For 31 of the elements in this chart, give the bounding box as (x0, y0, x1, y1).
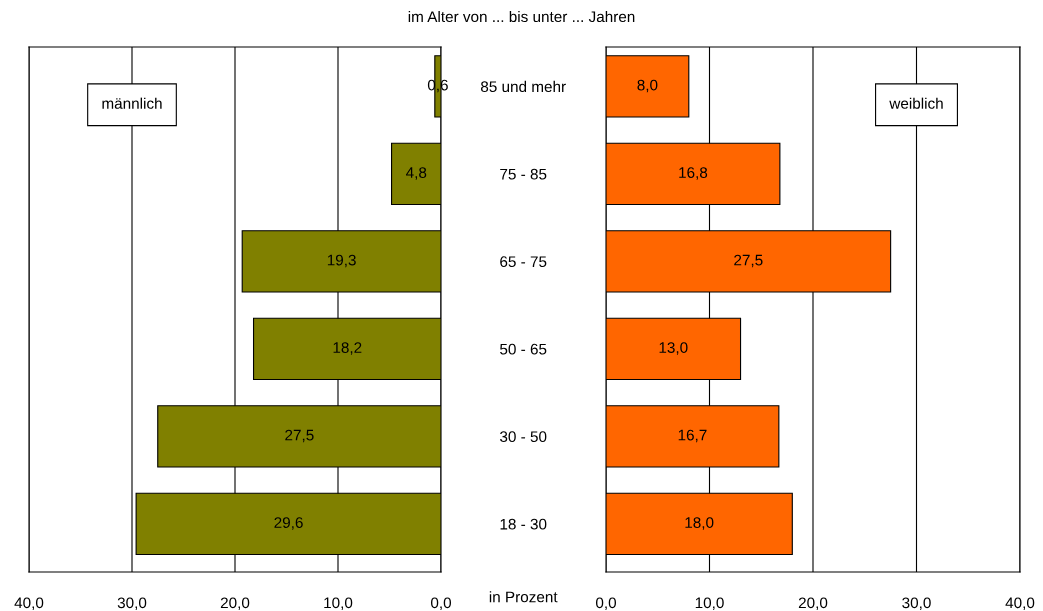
y-tick-label: 65 - 75 (500, 256, 547, 268)
data-label: 16,7 (678, 429, 707, 443)
x-tick-label: 40,0 (14, 597, 44, 611)
data-label: 27,5 (285, 429, 314, 443)
x-tick-label: 40,0 (1005, 597, 1035, 611)
x-tick-label: 30,0 (902, 597, 931, 611)
y-tick-label: 75 - 85 (500, 168, 547, 180)
annotation: weiblich (889, 97, 943, 109)
x-tick-label: 10,0 (324, 597, 353, 611)
x-tick-label: 10,0 (695, 597, 724, 611)
data-label: 29,6 (274, 517, 303, 530)
x-tick-label: 20,0 (220, 597, 250, 611)
x-tick-label: 30,0 (117, 597, 147, 611)
data-label: 8,0 (637, 79, 658, 93)
annotation: männlich (102, 97, 162, 109)
y-tick-label: 30 - 50 (500, 431, 547, 443)
x-tick-label: 0,0 (595, 597, 617, 611)
x-axis-title: in Prozent (489, 591, 558, 603)
x-tick-label: 0,0 (430, 597, 452, 611)
data-label: 27,5 (734, 254, 763, 268)
x-tick-label: 20,0 (798, 597, 828, 611)
data-label: 16,8 (679, 167, 708, 180)
y-tick-label: 85 und mehr (480, 80, 566, 93)
data-label: 13,0 (659, 342, 688, 355)
data-label: 18,0 (685, 517, 714, 530)
y-tick-label: 18 - 30 (500, 518, 547, 530)
data-label: 4,8 (406, 167, 427, 180)
data-label: 18,2 (333, 342, 362, 355)
y-tick-label: 50 - 65 (500, 343, 547, 355)
text: im Alter von ... bis unter ... Jahren (408, 10, 635, 23)
data-label: 19,3 (327, 254, 356, 268)
